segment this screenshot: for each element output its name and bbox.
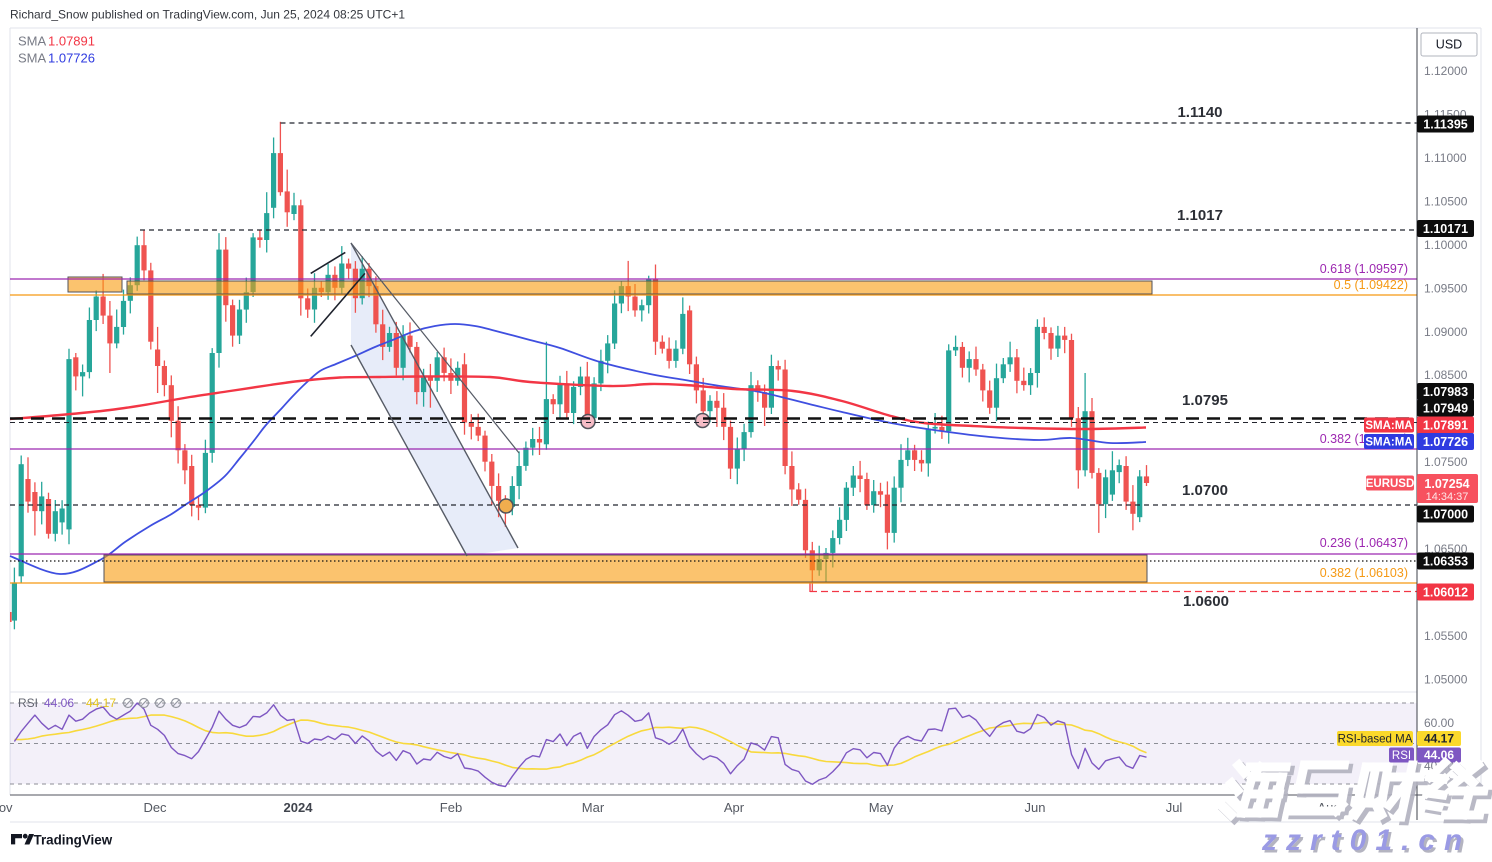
svg-text:Nov: Nov: [0, 800, 13, 815]
svg-text:1.07726: 1.07726: [1423, 435, 1468, 449]
svg-text:EURUSD: EURUSD: [1366, 478, 1415, 490]
svg-text:0.236 (1.06437): 0.236 (1.06437): [1320, 536, 1408, 550]
svg-text:Feb: Feb: [440, 800, 462, 815]
svg-text:1.09500: 1.09500: [1424, 281, 1468, 295]
svg-text:1.10171: 1.10171: [1423, 222, 1468, 236]
svg-text:Jul: Jul: [1166, 800, 1183, 815]
svg-text:1.07949: 1.07949: [1423, 401, 1468, 415]
svg-text:1.11000: 1.11000: [1424, 151, 1467, 165]
svg-text:1.05000: 1.05000: [1424, 672, 1468, 686]
svg-text:1.07000: 1.07000: [1423, 507, 1468, 521]
svg-text:1.10500: 1.10500: [1424, 194, 1468, 208]
svg-text:44.17: 44.17: [1424, 732, 1454, 746]
svg-text:1.06353: 1.06353: [1423, 554, 1468, 568]
svg-text:1.07726: 1.07726: [48, 51, 95, 66]
svg-text:1.1140: 1.1140: [1177, 104, 1222, 121]
svg-text:RSI-based MA: RSI-based MA: [1338, 734, 1413, 746]
svg-text:zzrt01.cn: zzrt01.cn: [1264, 827, 1474, 858]
svg-text:SMA: SMA: [18, 34, 47, 49]
svg-text:zzrt01.cn: zzrt01.cn: [1261, 824, 1471, 857]
svg-text:44.17: 44.17: [86, 696, 116, 710]
svg-text:Mar: Mar: [582, 800, 605, 815]
svg-text:44.06: 44.06: [44, 696, 74, 710]
svg-text:14:34:37: 14:34:37: [1426, 491, 1469, 503]
svg-text:RSI: RSI: [1392, 750, 1411, 762]
svg-text:SMA: SMA: [18, 51, 47, 66]
svg-text:1.06012: 1.06012: [1423, 585, 1468, 599]
svg-text:Richard_Snow published on Trad: Richard_Snow published on TradingView.co…: [10, 8, 405, 22]
svg-text:0.5 (1.09422): 0.5 (1.09422): [1334, 278, 1408, 292]
svg-text:1.09000: 1.09000: [1424, 325, 1468, 339]
svg-text:May: May: [869, 800, 894, 815]
svg-text:USD: USD: [1436, 38, 1462, 52]
svg-text:1.07891: 1.07891: [48, 34, 95, 49]
svg-text:RSI: RSI: [18, 696, 38, 710]
svg-text:1.07254: 1.07254: [1424, 477, 1469, 491]
svg-text:0.618 (1.09597): 0.618 (1.09597): [1320, 262, 1408, 276]
svg-text:1.0600: 1.0600: [1183, 593, 1229, 610]
svg-text:1.07891: 1.07891: [1423, 418, 1468, 432]
svg-text:2024: 2024: [284, 800, 314, 815]
svg-text:1.07500: 1.07500: [1424, 455, 1468, 469]
svg-text:Dec: Dec: [143, 800, 167, 815]
svg-text:SMA:MA: SMA:MA: [1365, 420, 1412, 432]
svg-text:60.00: 60.00: [1424, 716, 1454, 730]
svg-text:SMA:MA: SMA:MA: [1365, 437, 1412, 449]
svg-text:1.11395: 1.11395: [1423, 117, 1468, 131]
svg-text:1.12000: 1.12000: [1424, 64, 1468, 78]
svg-text:1.10000: 1.10000: [1424, 238, 1468, 252]
svg-text:1.0795: 1.0795: [1182, 392, 1228, 409]
svg-text:1.0700: 1.0700: [1182, 482, 1228, 499]
svg-text:TradingView: TradingView: [34, 833, 113, 848]
svg-text:1.07983: 1.07983: [1423, 385, 1468, 399]
svg-text:1.08500: 1.08500: [1424, 368, 1468, 382]
svg-text:0.382 (1.06103): 0.382 (1.06103): [1320, 566, 1408, 580]
svg-text:1.1017: 1.1017: [1177, 207, 1223, 224]
svg-text:1.05500: 1.05500: [1424, 629, 1468, 643]
svg-text:Apr: Apr: [724, 800, 745, 815]
svg-text:Jun: Jun: [1025, 800, 1046, 815]
svg-text:44.06: 44.06: [1424, 748, 1454, 762]
